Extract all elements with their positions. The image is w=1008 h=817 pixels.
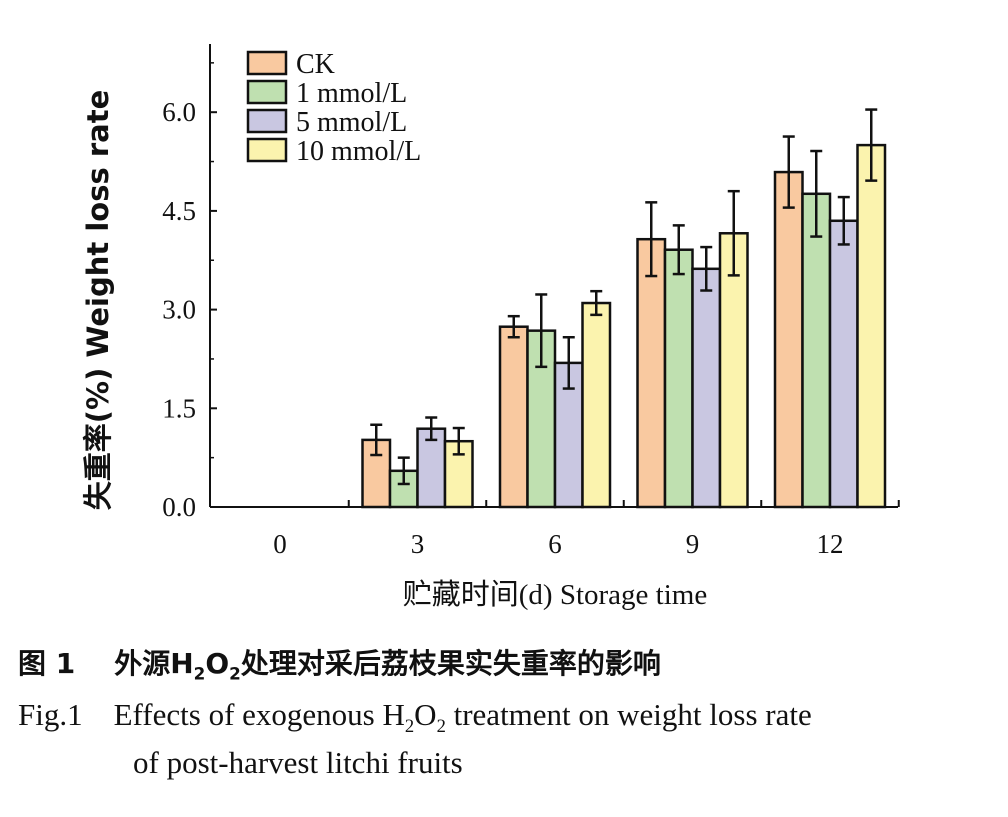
caption-en-label: Fig.1	[18, 697, 83, 732]
y-tick-label: 3.0	[162, 295, 196, 325]
bar-5-mmol-L-day-9	[691, 267, 722, 509]
legend-label: CK	[296, 49, 335, 80]
bar-10-mmol-L-day-6	[581, 301, 612, 509]
caption-cn-sub: 2	[193, 663, 206, 684]
legend-label: 10 mmol/L	[296, 136, 421, 167]
caption-cn-text: 处理对采后荔枝果实失重率的影响	[240, 647, 661, 680]
bar-10-mmol-L-day-9	[718, 232, 749, 509]
x-tick-label: 0	[273, 529, 287, 559]
y-tick-label: 1.5	[162, 393, 196, 423]
caption-en-text: O	[414, 697, 437, 732]
x-tick-label: 6	[548, 529, 562, 559]
legend-label: 5 mmol/L	[296, 107, 407, 138]
y-tick-label: 4.5	[162, 196, 196, 226]
caption-cn-label: 图 1	[18, 647, 76, 680]
x-tick-label: 12	[817, 529, 844, 559]
legend-label: 1 mmol/L	[296, 78, 407, 109]
legend-swatch	[246, 79, 288, 105]
legend-swatch	[246, 108, 288, 134]
caption-english: Fig.1 Effects of exogenous H2O2 treatmen…	[18, 697, 812, 738]
caption-en-sub: 2	[404, 716, 415, 738]
bar-5-mmol-L-day-12	[828, 219, 859, 509]
x-axis-label: 贮藏时间(d) Storage time	[403, 578, 707, 611]
caption-en-sub: 2	[436, 716, 446, 738]
bar-chart: 0.0 1.5 3.0 4.5 6.0 0 3 6 9 12 CK1 mmol/L5 mmol/L1…	[81, 44, 900, 611]
bar-1-mmol-L-day-9	[663, 248, 694, 509]
y-tick-label: 0.0	[162, 492, 196, 522]
caption-cn-sub: 2	[229, 663, 241, 684]
x-tick-label: 9	[686, 529, 700, 559]
caption-en-text: treatment on weight loss rate	[445, 697, 812, 732]
caption-cn-text: O	[205, 647, 230, 680]
y-tick-label: 6.0	[162, 97, 196, 127]
legend-swatch	[246, 50, 288, 76]
bar-1-mmol-L-day-12	[801, 192, 832, 509]
legend-swatch	[246, 137, 288, 163]
x-tick-label: 3	[411, 529, 425, 559]
caption-chinese: 图 1 外源H2O2处理对采后荔枝果实失重率的影响	[18, 642, 661, 684]
caption-en-text: Effects of exogenous H	[113, 697, 405, 732]
y-axis-label: 失重率(%) Weight loss rate	[81, 90, 115, 510]
bar-CK-day-9	[636, 237, 667, 509]
caption-english-line2: of post-harvest litchi fruits	[133, 745, 463, 780]
bar-CK-day-6	[498, 325, 529, 509]
bar-10-mmol-L-day-12	[856, 143, 887, 509]
caption-cn-text: 外源H	[114, 647, 194, 680]
bar-CK-day-12	[773, 170, 804, 509]
